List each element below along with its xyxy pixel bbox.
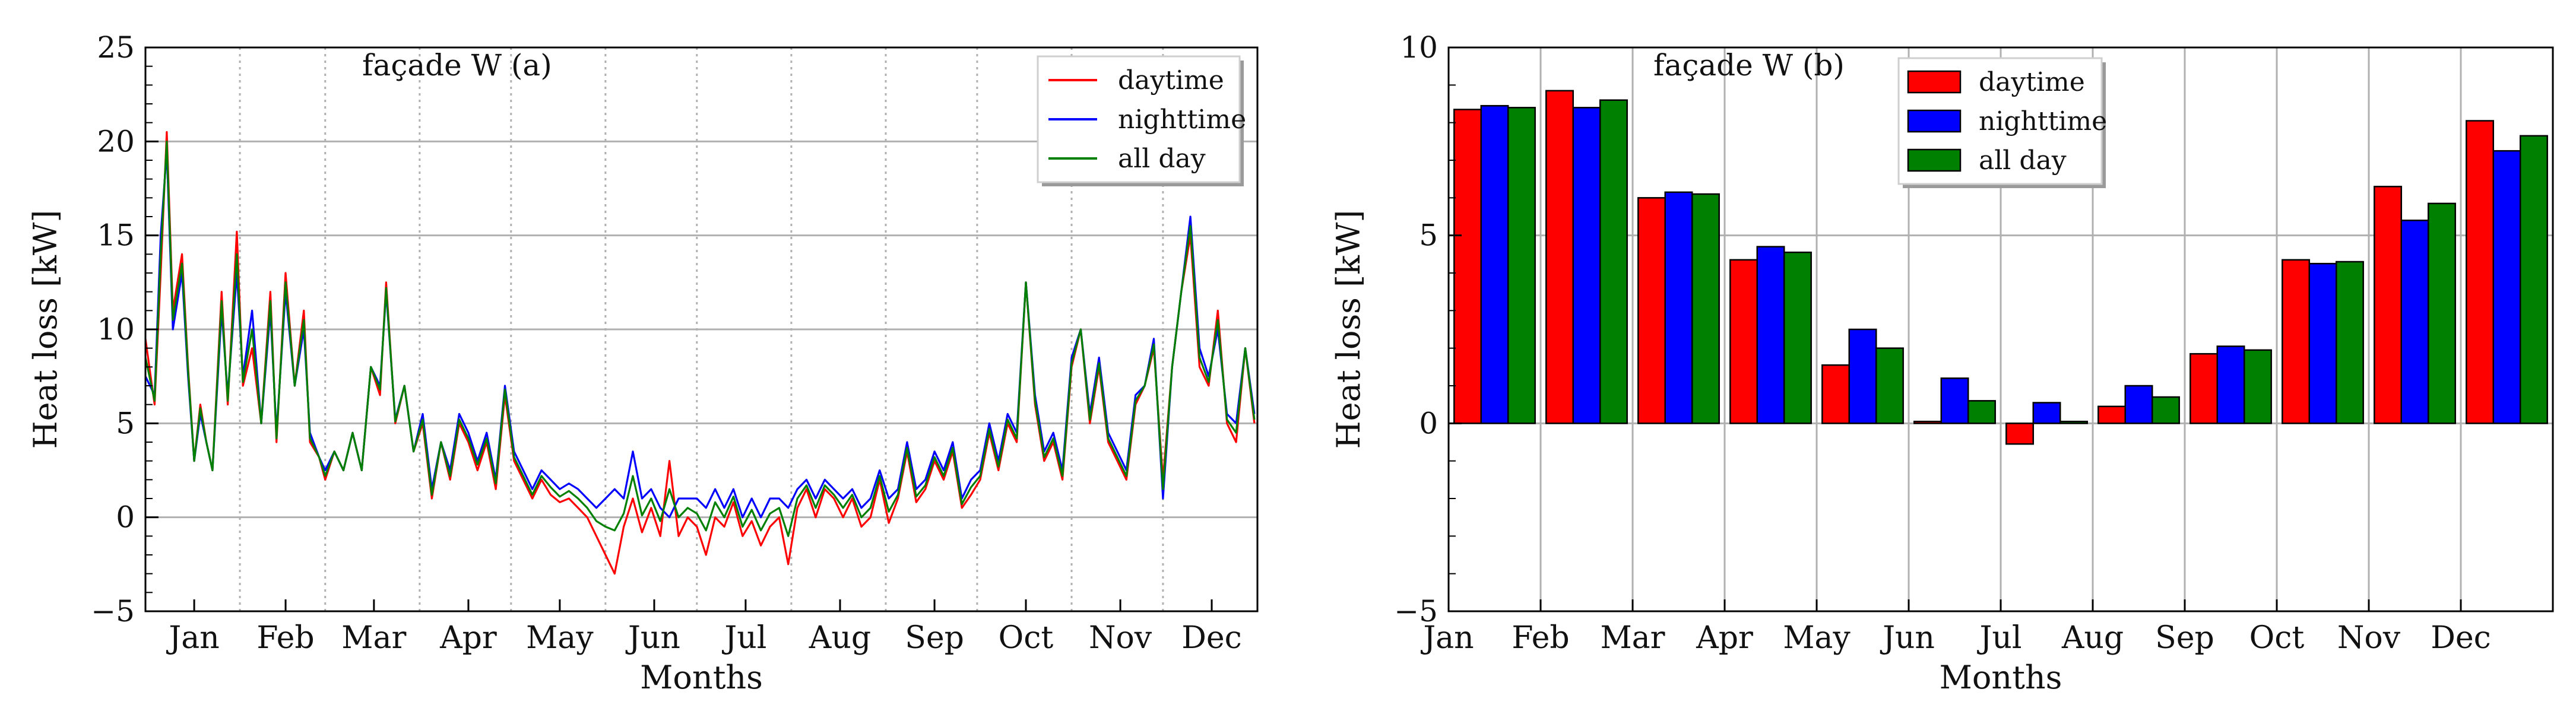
chart-a-xtick-label: Jan — [166, 620, 219, 656]
chart-a-series-daytime — [144, 131, 1256, 575]
chart-a-xtick-label: Sep — [905, 620, 964, 656]
chart-b-bar-daytime — [1913, 420, 1943, 424]
chart-a-ytick-label: 10 — [97, 312, 135, 347]
chart-b-xtick-label: Sep — [2155, 620, 2214, 656]
chart-a-ytick-label: 5 — [116, 406, 135, 440]
chart-b-bar-nighttime — [1664, 191, 1693, 424]
chart-b-ytick-label: 0 — [1419, 406, 1438, 440]
chart-b-xtick-label: Jun — [1880, 620, 1935, 656]
chart-b-xtick-label: Jan — [1420, 620, 1474, 656]
chart-b-bar-allday — [2335, 261, 2364, 424]
chart-b-bar-nighttime — [2400, 220, 2429, 424]
chart-b-bar-nighttime — [2124, 385, 2153, 424]
chart-b-ytick-label: 10 — [1400, 30, 1438, 65]
chart-a: −5 0 5 10 15 20 25 Jan Feb Mar Apr May Jun Jul Aug Sep O… — [27, 30, 1259, 696]
chart-b-bar-allday — [2427, 202, 2456, 424]
chart-a-title: façade W (a) — [362, 48, 552, 82]
chart-b-xtick-label: Mar — [1600, 620, 1665, 656]
chart-a-xtick-label: Aug — [809, 620, 871, 656]
chart-a-xtick-label: Nov — [1089, 620, 1152, 656]
chart-b-bar-allday — [2243, 349, 2272, 424]
chart-b-xtick-label: Apr — [1696, 620, 1753, 656]
chart-a-ytick-label: 15 — [97, 218, 135, 253]
chart-b-bar-nighttime — [2216, 345, 2245, 424]
chart-b-bar-allday — [2059, 420, 2088, 424]
chart-b-series — [1453, 90, 2548, 445]
chart-b-bar-daytime — [2005, 423, 2035, 445]
chart-b-xtick-label: Feb — [1512, 620, 1569, 656]
chart-b-legend: daytime nighttime all day — [1897, 57, 2107, 188]
chart-b-legend-label: daytime — [1979, 67, 2085, 97]
chart-a-ytick-label: −5 — [91, 594, 135, 628]
chart-b-bar-allday — [2151, 396, 2180, 424]
chart-b-legend-swatch-daytime — [1907, 70, 1962, 94]
chart-a-ticks: −5 0 5 10 15 20 25 Jan Feb Mar Apr May Jun Jul Aug Sep O… — [91, 30, 1242, 656]
chart-b-xtick-label: Oct — [2249, 620, 2305, 656]
chart-b-bar-daytime — [1545, 90, 1574, 424]
chart-b-legend-swatch-allday — [1907, 148, 1962, 172]
chart-a-xtick-label: Mar — [341, 620, 406, 656]
chart-b-xtick-label: Nov — [2337, 620, 2401, 656]
chart-b-ytick-label: 5 — [1419, 218, 1438, 253]
chart-b-ylabel: Heat loss [kW] — [1330, 210, 1367, 449]
chart-b-bar-daytime — [1821, 364, 1851, 424]
chart-b-grid — [1449, 47, 2553, 611]
chart-a-ytick-label: 25 — [97, 30, 135, 65]
chart-b-bar-daytime — [2374, 186, 2403, 424]
chart-b-bar-allday — [1691, 193, 1720, 424]
chart-b-bar-nighttime — [2308, 262, 2337, 424]
chart-a-xlabel: Months — [640, 659, 763, 696]
chart-b-bar-allday — [1875, 347, 1904, 424]
chart-b-legend-label: nighttime — [1979, 106, 2107, 136]
chart-a-legend: daytime nighttime all day — [1037, 55, 1246, 186]
chart-b-bar-nighttime — [1940, 377, 1969, 424]
chart-b-bar-nighttime — [1572, 107, 1601, 424]
chart-b-xtick-label: Aug — [2061, 620, 2124, 656]
chart-a-xtick-label: Apr — [439, 620, 497, 656]
chart-b-bar-allday — [2519, 135, 2548, 424]
chart-b-bar-nighttime — [2492, 150, 2521, 424]
chart-a-ytick-label: 20 — [97, 124, 135, 158]
chart-a-legend-label: all day — [1118, 144, 1206, 174]
chart-b-bar-nighttime — [2032, 402, 2061, 424]
chart-b-bar-daytime — [2190, 353, 2219, 424]
chart-a-series-allday — [144, 140, 1256, 537]
chart-b-bar-daytime — [2097, 405, 2127, 424]
chart-b: −5 0 5 10 Jan Feb Mar Apr May Jun Jul Aug Sep Oct Nov D… — [1330, 30, 2554, 696]
chart-b-bar-nighttime — [1756, 246, 1785, 424]
chart-a-xtick-label: Oct — [999, 620, 1054, 656]
chart-b-title: façade W (b) — [1653, 48, 1845, 82]
chart-b-bar-allday — [1507, 107, 1536, 424]
chart-a-legend-label: daytime — [1118, 65, 1224, 96]
chart-b-bar-allday — [1599, 99, 1628, 424]
chart-a-xtick-label: Dec — [1181, 620, 1242, 656]
chart-a-ylabel: Heat loss [kW] — [27, 210, 64, 449]
chart-a-xtick-label: May — [526, 620, 594, 656]
chart-a-ytick-label: 0 — [116, 500, 135, 535]
chart-a-xtick-label: Jul — [721, 620, 766, 656]
chart-b-xtick-label: Jul — [1977, 620, 2022, 656]
chart-b-xtick-label: Dec — [2431, 620, 2491, 656]
chart-b-bar-nighttime — [1848, 328, 1877, 424]
chart-b-xlabel: Months — [1940, 659, 2062, 696]
chart-a-xtick-label: Feb — [256, 620, 314, 656]
chart-b-legend-swatch-nighttime — [1907, 109, 1962, 133]
chart-b-bar-daytime — [2466, 120, 2495, 424]
chart-b-bar-daytime — [1637, 197, 1666, 424]
chart-b-bar-daytime — [1453, 109, 1482, 424]
chart-a-xtick-label: Jun — [625, 620, 680, 656]
chart-b-ticks: −5 0 5 10 Jan Feb Mar Apr May Jun Jul Aug Sep Oct Nov D… — [1394, 30, 2491, 656]
chart-a-series — [144, 131, 1256, 575]
chart-a-series-nighttime — [144, 150, 1256, 519]
chart-b-bar-allday — [1967, 400, 1996, 424]
chart-b-bar-nighttime — [1480, 104, 1509, 424]
chart-a-legend-label: nighttime — [1118, 104, 1246, 135]
chart-b-bar-allday — [1783, 251, 1812, 424]
chart-b-ytick-label: −5 — [1394, 594, 1438, 628]
chart-b-xtick-label: May — [1783, 620, 1851, 656]
chart-b-bar-daytime — [1729, 259, 1758, 424]
chart-b-bar-daytime — [2282, 259, 2311, 424]
chart-b-legend-label: all day — [1979, 145, 2067, 176]
